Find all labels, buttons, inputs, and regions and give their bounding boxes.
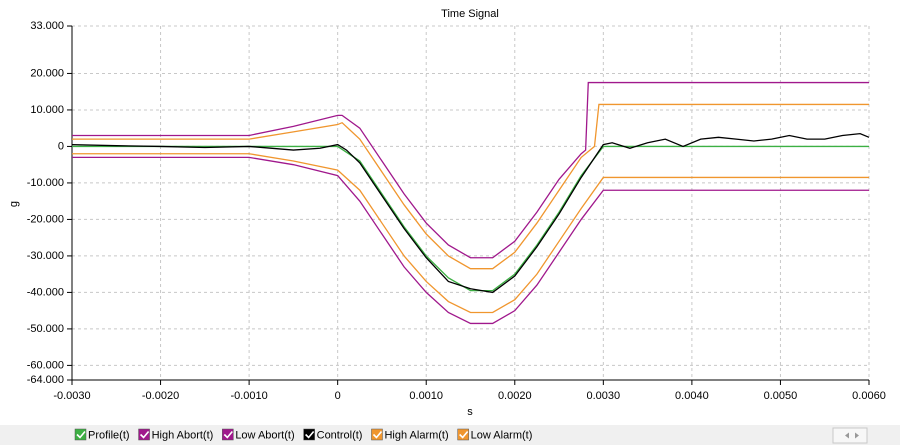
legend-item[interactable]: High Abort(t) bbox=[138, 428, 214, 441]
legend-item[interactable]: High Alarm(t) bbox=[371, 428, 449, 441]
y-tick-label: 20.000 bbox=[30, 67, 64, 79]
y-tick-label: -20.000 bbox=[27, 213, 64, 225]
x-axis-label: s bbox=[467, 406, 473, 418]
legend-check bbox=[76, 430, 86, 439]
y-tick-label: -60.000 bbox=[27, 359, 64, 371]
y-tick-label: -64.000 bbox=[27, 374, 64, 386]
legend-checkbox bbox=[138, 428, 150, 441]
legend-check bbox=[305, 430, 315, 439]
y-tick-label: 0 bbox=[58, 140, 64, 152]
y-tick-label: -40.000 bbox=[27, 286, 64, 298]
x-tick-label: 0.0050 bbox=[764, 390, 798, 402]
background bbox=[0, 0, 900, 425]
x-tick-label: 0.0030 bbox=[587, 390, 621, 402]
legend-checkbox bbox=[303, 428, 315, 441]
legend-item[interactable]: Control(t) bbox=[303, 428, 363, 441]
y-axis-label: g bbox=[8, 201, 20, 207]
series-line bbox=[72, 145, 869, 292]
legend-label: High Abort(t) bbox=[152, 429, 214, 441]
series-line bbox=[72, 81, 869, 259]
legend-checkbox bbox=[74, 428, 87, 441]
x-tick-label: 0.0060 bbox=[852, 390, 886, 402]
legend-check bbox=[459, 430, 469, 439]
legend-checkbox bbox=[457, 428, 469, 441]
legend-item[interactable]: Profile(t) bbox=[74, 428, 130, 441]
x-tick-label: -0.0010 bbox=[230, 390, 267, 402]
legend-check bbox=[139, 430, 150, 439]
legend-checkbox bbox=[371, 428, 383, 441]
x-tick-label: -0.0020 bbox=[142, 390, 179, 402]
x-tick-label: 0 bbox=[335, 390, 341, 402]
legend-label: Profile(t) bbox=[88, 429, 130, 441]
y-tick-label: 33.000 bbox=[30, 20, 64, 32]
legend-check bbox=[372, 430, 383, 439]
y-tick-label: -10.000 bbox=[27, 177, 64, 189]
y-tick-label: 10.000 bbox=[30, 104, 64, 116]
scrollbar[interactable] bbox=[832, 427, 868, 444]
x-tick-label: 0.0020 bbox=[498, 390, 532, 402]
x-tick-label: 0.0040 bbox=[675, 390, 709, 402]
scroll-right-arrow[interactable] bbox=[855, 432, 859, 439]
legend-item[interactable]: Low Alarm(t) bbox=[457, 428, 533, 441]
series-line bbox=[72, 156, 869, 325]
legend-label: High Alarm(t) bbox=[384, 429, 448, 441]
y-tick-label: -30.000 bbox=[27, 250, 64, 262]
legend-checkbox bbox=[222, 428, 234, 441]
series-line bbox=[71, 132, 870, 294]
series-line bbox=[72, 103, 869, 270]
legend-check bbox=[223, 430, 233, 439]
legend-label: Low Abort(t) bbox=[235, 429, 294, 441]
scroll-left-arrow[interactable] bbox=[845, 432, 849, 439]
legend-item[interactable]: Low Abort(t) bbox=[222, 428, 295, 441]
x-tick-label: -0.0030 bbox=[53, 390, 90, 402]
series-line bbox=[72, 153, 869, 314]
chart-title: Time Signal bbox=[441, 8, 499, 20]
legend-label: Control(t) bbox=[317, 429, 363, 441]
x-tick-label: 0.0010 bbox=[409, 390, 443, 402]
y-tick-label: -50.000 bbox=[27, 323, 64, 335]
legend-bar bbox=[0, 425, 900, 445]
legend-label: Low Alarm(t) bbox=[471, 429, 533, 441]
